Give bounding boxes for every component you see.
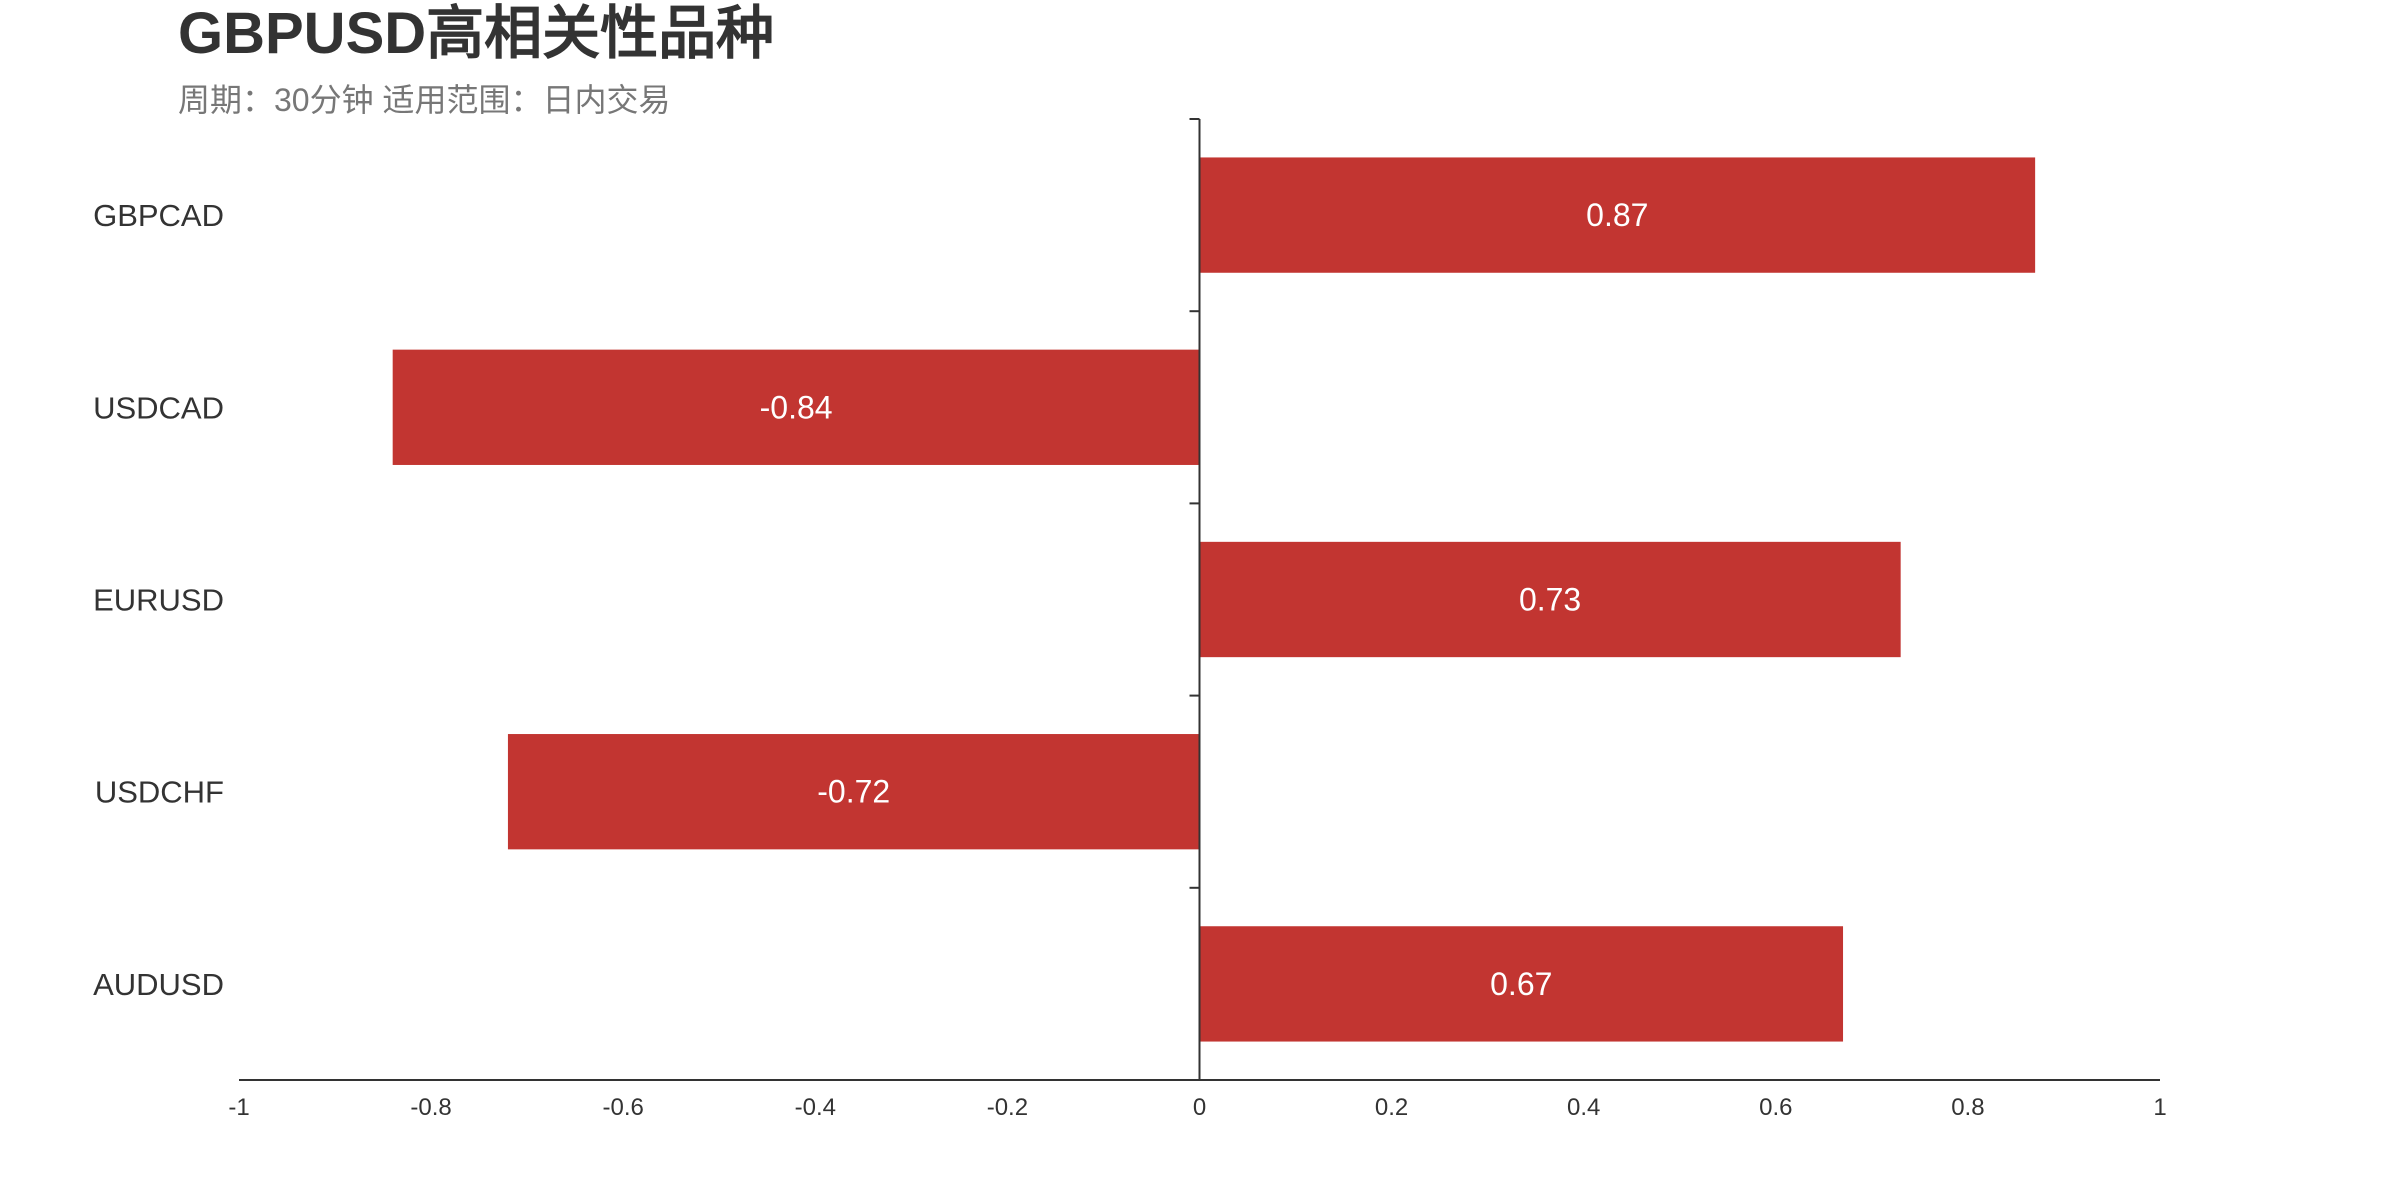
bar-gbpcad (1199, 157, 2036, 273)
category-label: GBPCAD (93, 198, 224, 233)
category-label: EURUSD (93, 583, 224, 618)
x-tick-label: -1 (228, 1094, 249, 1121)
x-tick-label: -0.2 (987, 1094, 1028, 1121)
data-label: -0.84 (760, 389, 833, 425)
x-tick-label: 0.8 (1951, 1094, 1984, 1121)
x-tick-label: 0.6 (1759, 1094, 1792, 1121)
chart-subtitle: 周期：30分钟 适用范围：日内交易 (178, 82, 671, 118)
x-tick-label: 0 (1193, 1094, 1206, 1121)
x-tick-label: 1 (2153, 1094, 2166, 1121)
category-label: AUDUSD (93, 967, 224, 1002)
x-tick-label: 0.2 (1375, 1094, 1408, 1121)
data-label: 0.87 (1586, 197, 1648, 233)
category-label: USDCHF (95, 775, 224, 810)
data-label: 0.67 (1490, 966, 1552, 1002)
data-label: -0.72 (817, 774, 890, 810)
x-tick-label: -0.4 (795, 1094, 836, 1121)
bar-audusd (1199, 926, 1844, 1042)
x-tick-label: -0.8 (410, 1094, 451, 1121)
bar-eurusd (1199, 541, 1901, 658)
category-label: USDCAD (93, 390, 224, 425)
x-tick-label: 0.4 (1567, 1094, 1600, 1121)
bar-usdcad (392, 349, 1200, 465)
chart-title: GBPUSD高相关性品种 (178, 1, 775, 66)
bar-usdchf (507, 734, 1200, 850)
x-tick-label: -0.6 (603, 1094, 644, 1121)
data-label: 0.73 (1519, 582, 1581, 618)
